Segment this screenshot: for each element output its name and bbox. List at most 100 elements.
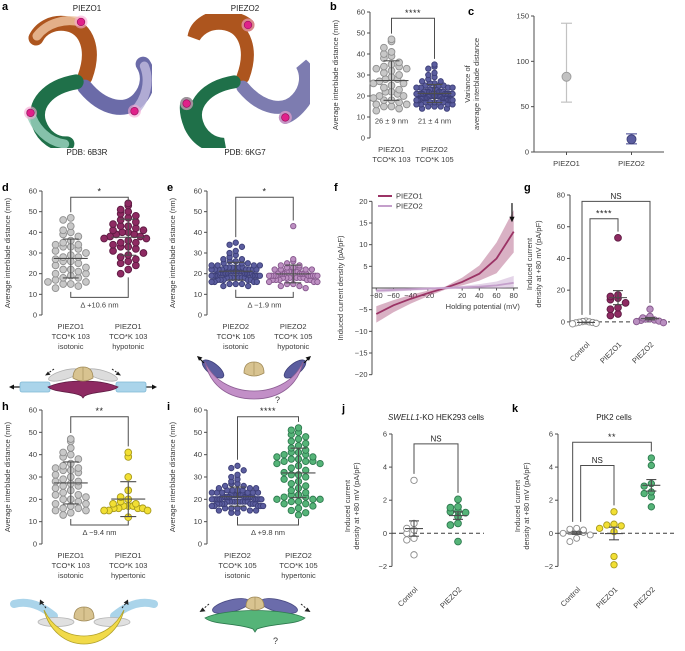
- data-point: [437, 78, 444, 85]
- dashed-arrow-right-head: [115, 371, 121, 376]
- chart-c: 0 50 100 150 Variance of average interblade d…: [463, 12, 664, 168]
- y-tick-label: 100: [516, 57, 529, 66]
- data-point: [100, 506, 108, 515]
- data-point: [573, 534, 581, 542]
- right-arrow-icon: [152, 384, 157, 390]
- data-point: [220, 256, 227, 263]
- data-point: [387, 102, 396, 111]
- data-point: [287, 480, 295, 488]
- data-point: [287, 497, 295, 506]
- group-label: PIEZO1: [57, 322, 84, 331]
- y-tick-label: 10: [357, 113, 365, 122]
- group-label: PIEZO1: [594, 585, 619, 610]
- y-axis-label: Induced current density (pA/pF): [336, 235, 345, 341]
- fluorophore-dot: [281, 113, 290, 122]
- data-point: [258, 496, 265, 503]
- data-point: [559, 529, 567, 537]
- data-point: [402, 64, 411, 73]
- group-label: isotonic: [58, 342, 84, 351]
- data-point: [461, 508, 470, 517]
- data-point: [302, 488, 310, 497]
- group-label: PIEZO2: [222, 322, 249, 331]
- group-label: Control: [559, 585, 583, 609]
- piezo2-blade-purple: [236, 59, 310, 124]
- data-point: [302, 482, 310, 490]
- data-point: [59, 475, 68, 484]
- panel-letter-k: k: [512, 403, 519, 415]
- y-tick-label: 60: [29, 187, 37, 196]
- y-tick-label: 50: [29, 207, 37, 216]
- y-tick-label: 50: [194, 428, 202, 437]
- data-point: [232, 280, 239, 288]
- y-axis-label: Induced current: [343, 479, 352, 532]
- y-tick-label: 2: [383, 496, 387, 505]
- significance-bracket: [572, 441, 652, 522]
- data-point: [273, 495, 281, 503]
- significance-label: NS: [592, 456, 603, 465]
- y-tick-label: 0: [561, 317, 565, 326]
- y-tick-label: 40: [194, 450, 202, 459]
- y-tick-label: 2: [549, 496, 553, 505]
- y-tick-label: 0: [361, 134, 365, 143]
- significance-label: *: [97, 187, 101, 197]
- y-tick-label: 50: [521, 102, 529, 111]
- data-point: [59, 504, 68, 513]
- group-label: PIEZO2: [438, 585, 463, 610]
- y-tick-label: 15: [359, 219, 367, 228]
- structure-piezo2: PIEZO2: [170, 4, 320, 157]
- data-point: [290, 256, 297, 263]
- data-point: [66, 435, 75, 443]
- data-point: [132, 238, 140, 247]
- data-point: [229, 487, 236, 494]
- group-label: hypotonic: [277, 342, 309, 351]
- data-point: [314, 272, 321, 279]
- piezo2-flattened-body: [204, 610, 306, 633]
- significance-bracket: [581, 200, 651, 315]
- data-point: [610, 520, 618, 528]
- data-point: [395, 58, 403, 67]
- data-point: [308, 266, 316, 273]
- data-point: [603, 521, 611, 529]
- y-tick-label: 30: [29, 473, 37, 482]
- significance-bracket: [391, 17, 435, 59]
- y-tick-label: 60: [357, 8, 365, 17]
- panel-f: f −20 −15 −10 −5 5 10 15 20 −80 −60 −40 −20 20 40 60 80…: [334, 182, 522, 395]
- data-point: [606, 305, 615, 314]
- cartoon-piezo2-hypotonic: ?: [175, 356, 333, 404]
- arrow-left-head: [197, 356, 203, 361]
- group-label: isotonic: [223, 342, 249, 351]
- group-label: Control: [396, 585, 420, 609]
- group-label: PIEZO2: [224, 551, 251, 560]
- y-tick-label: 0: [549, 529, 553, 538]
- y-tick-label: 20: [29, 269, 37, 278]
- group-label: TCO*K 103: [372, 155, 410, 164]
- significance-bracket: [70, 416, 129, 447]
- data-point: [82, 263, 90, 272]
- data-point: [302, 433, 310, 441]
- chart-g: 0 20 40 60 80 Induced current density at +80 m…: [525, 191, 670, 365]
- data-point: [259, 502, 267, 510]
- panel-j: j SWELL1-KO HEK293 cells −2 0 2 4 6 Induced cu…: [342, 403, 508, 642]
- panel-c: c 0 50 100 150 Variance of average interblade…: [462, 2, 682, 180]
- data-point: [302, 439, 310, 448]
- group-label: TCO*K 105: [415, 155, 453, 164]
- y-tick-label: 20: [359, 197, 367, 206]
- piezo1-structure-image: [24, 15, 152, 148]
- cartoon-h-svg: [10, 598, 158, 645]
- y-tick-label: 0: [383, 529, 387, 538]
- data-point: [226, 241, 233, 248]
- piezo2-structure-image: [179, 14, 310, 148]
- x-tick-label: 60: [492, 291, 500, 300]
- data-point: [413, 97, 420, 104]
- down-arrow-icon: [509, 216, 515, 223]
- x-tick-label: −20: [421, 291, 434, 300]
- data-point: [294, 424, 303, 432]
- data-point: [215, 485, 223, 492]
- data-point: [302, 500, 310, 508]
- data-point: [232, 239, 239, 246]
- group-label: PIEZO1: [115, 322, 142, 331]
- data-point: [287, 426, 295, 434]
- data-point: [51, 491, 60, 499]
- y-tick-label: 0: [198, 311, 202, 320]
